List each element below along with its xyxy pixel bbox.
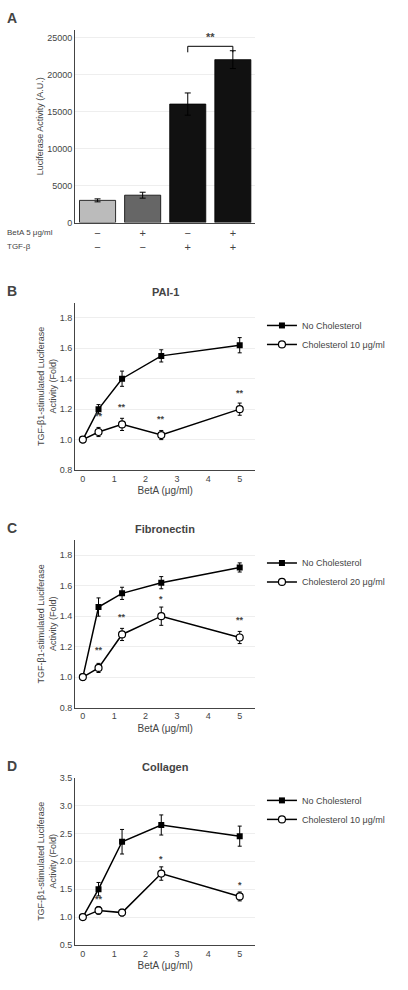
- svg-text:1.0: 1.0: [60, 672, 73, 682]
- svg-text:25000: 25000: [47, 33, 72, 43]
- svg-text:+−: +−: [139, 227, 145, 253]
- svg-text:0: 0: [80, 949, 85, 959]
- svg-text:**: **: [95, 411, 103, 421]
- svg-text:No Cholesterol: No Cholesterol: [302, 321, 362, 331]
- svg-text:Cholesterol 20 μg/ml: Cholesterol 20 μg/ml: [302, 577, 385, 587]
- svg-text:4: 4: [206, 949, 211, 959]
- svg-text:1.4: 1.4: [60, 374, 73, 384]
- svg-text:5: 5: [237, 949, 242, 959]
- svg-text:**: **: [118, 402, 126, 412]
- svg-text:2: 2: [143, 711, 148, 721]
- svg-text:Luciferase Activity (A.U.): Luciferase Activity (A.U.): [35, 77, 45, 175]
- svg-text:1: 1: [112, 711, 117, 721]
- svg-text:1: 1: [112, 474, 117, 484]
- svg-text:Cholesterol 10 μg/ml: Cholesterol 10 μg/ml: [302, 340, 385, 350]
- svg-text:*: *: [159, 594, 163, 604]
- svg-text:2: 2: [143, 474, 148, 484]
- svg-text:D: D: [7, 758, 17, 774]
- svg-text:3: 3: [174, 949, 179, 959]
- svg-text:**: **: [206, 31, 215, 43]
- svg-text:1.4: 1.4: [60, 611, 73, 621]
- svg-text:A: A: [7, 10, 17, 26]
- svg-text:**: **: [236, 388, 244, 398]
- svg-text:0: 0: [67, 218, 72, 228]
- svg-text:0: 0: [80, 711, 85, 721]
- svg-text:C: C: [7, 520, 17, 536]
- svg-text:4: 4: [206, 474, 211, 484]
- svg-text:B: B: [7, 283, 17, 299]
- svg-text:Cholesterol 10 μg/ml: Cholesterol 10 μg/ml: [302, 815, 385, 825]
- svg-text:2: 2: [143, 949, 148, 959]
- svg-text:BetA (μg/ml): BetA (μg/ml): [138, 960, 193, 971]
- svg-text:1.8: 1.8: [60, 550, 73, 560]
- svg-text:0.8: 0.8: [60, 465, 73, 475]
- svg-text:1.0: 1.0: [60, 435, 73, 445]
- svg-text:1.6: 1.6: [60, 343, 73, 353]
- svg-text:**: **: [95, 894, 103, 904]
- svg-text:−+: −+: [185, 227, 191, 253]
- svg-text:3: 3: [174, 711, 179, 721]
- svg-text:1.8: 1.8: [60, 313, 73, 323]
- svg-text:1.2: 1.2: [60, 642, 73, 652]
- svg-text:Collagen: Collagen: [142, 761, 189, 773]
- svg-text:Fibronectin: Fibronectin: [135, 523, 195, 535]
- svg-text:4: 4: [206, 711, 211, 721]
- svg-text:*: *: [159, 854, 163, 864]
- svg-text:2.0: 2.0: [60, 856, 73, 866]
- svg-text:0: 0: [80, 474, 85, 484]
- svg-text:BetA (μg/ml): BetA (μg/ml): [138, 485, 193, 496]
- svg-text:PAI-1: PAI-1: [152, 286, 179, 298]
- svg-text:10000: 10000: [47, 144, 72, 154]
- svg-text:20000: 20000: [47, 70, 72, 80]
- svg-text:**: **: [157, 414, 165, 424]
- svg-text:15000: 15000: [47, 107, 72, 117]
- svg-text:No Cholesterol: No Cholesterol: [302, 558, 362, 568]
- svg-text:5: 5: [237, 474, 242, 484]
- svg-text:**: **: [95, 645, 103, 655]
- svg-text:**: **: [236, 615, 244, 625]
- svg-text:3.5: 3.5: [60, 773, 73, 783]
- svg-text:No Cholesterol: No Cholesterol: [302, 796, 362, 806]
- svg-text:5: 5: [237, 711, 242, 721]
- svg-text:1.6: 1.6: [60, 581, 73, 591]
- svg-text:0.5: 0.5: [60, 940, 73, 950]
- svg-text:1.2: 1.2: [60, 404, 73, 414]
- svg-text:3.0: 3.0: [60, 801, 73, 811]
- svg-text:TGF-β1-stimulated LuciferaseAc: TGF-β1-stimulated LuciferaseActivity (Fo…: [36, 327, 58, 446]
- svg-text:1: 1: [112, 949, 117, 959]
- svg-text:TGF-β1-stimulated LuciferaseAc: TGF-β1-stimulated LuciferaseActivity (Fo…: [36, 802, 58, 921]
- svg-text:BetA 5 μg/ml: BetA 5 μg/ml: [7, 228, 53, 237]
- svg-text:5000: 5000: [52, 181, 72, 191]
- svg-text:1.5: 1.5: [60, 884, 73, 894]
- svg-text:TGF-β1-stimulated LuciferaseAc: TGF-β1-stimulated LuciferaseActivity (Fo…: [36, 564, 58, 683]
- svg-text:1.0: 1.0: [60, 912, 73, 922]
- svg-text:++: ++: [230, 227, 236, 253]
- svg-text:BetA (μg/ml): BetA (μg/ml): [138, 723, 193, 734]
- svg-text:−−: −−: [94, 227, 100, 253]
- svg-text:3: 3: [174, 474, 179, 484]
- svg-text:**: **: [118, 612, 126, 622]
- svg-text:TGF-β: TGF-β: [7, 242, 31, 251]
- svg-text:*: *: [238, 880, 242, 890]
- svg-text:2.5: 2.5: [60, 829, 73, 839]
- svg-text:0.8: 0.8: [60, 703, 73, 713]
